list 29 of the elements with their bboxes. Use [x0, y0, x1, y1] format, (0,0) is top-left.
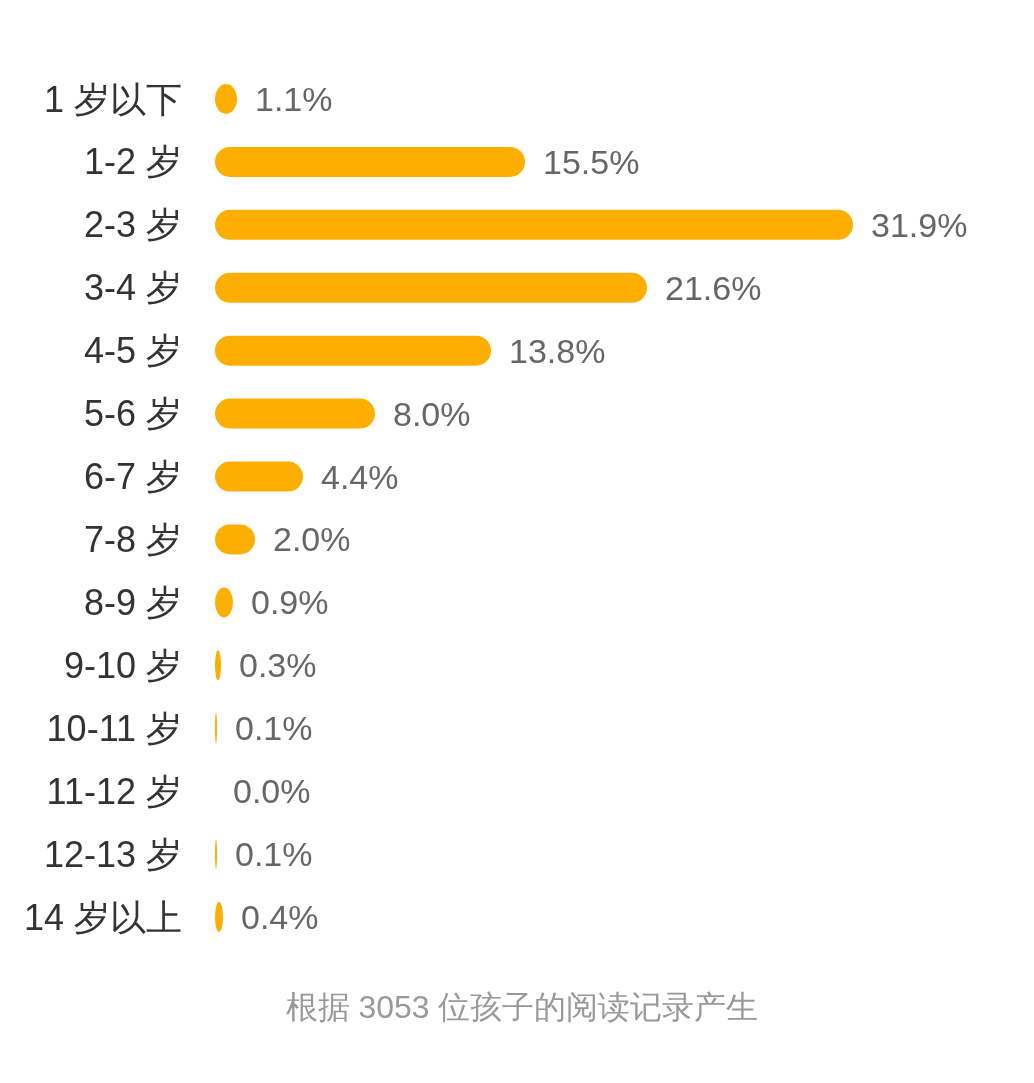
category-label: 7-8 岁 — [83, 518, 182, 560]
category-label: 4-5 岁 — [83, 330, 182, 372]
category-label: 2-3 岁 — [83, 204, 182, 246]
category-label: 8-9 岁 — [83, 581, 182, 623]
data-label: 0.9% — [251, 583, 329, 622]
category-label: 1-2 岁 — [83, 141, 182, 183]
category-label: 14 岁以上 — [23, 896, 182, 938]
category-label: 9-10 岁 — [63, 644, 182, 686]
annotation: 根据 3053 位孩子的阅读记录产生 — [285, 989, 759, 1025]
data-label: 21.6% — [665, 268, 762, 307]
data-label: 8.0% — [393, 394, 471, 433]
category-label: 12-13 岁 — [43, 833, 182, 875]
data-label: 0.0% — [233, 772, 311, 811]
category-label: 10-11 岁 — [46, 707, 182, 749]
category-label: 5-6 岁 — [83, 393, 182, 435]
category-label: 3-4 岁 — [83, 267, 182, 309]
data-label: 0.1% — [235, 709, 313, 748]
category-label: 6-7 岁 — [83, 456, 182, 498]
data-label: 31.9% — [871, 205, 968, 244]
data-label: 15.5% — [543, 142, 640, 181]
data-label: 0.1% — [235, 835, 313, 874]
data-label: 0.3% — [239, 646, 317, 685]
category-label: 1 岁以下 — [43, 78, 182, 120]
data-label: 2.0% — [273, 520, 351, 559]
data-label: 13.8% — [509, 331, 606, 370]
data-label: 4.4% — [321, 457, 399, 496]
category-label: 11-12 岁 — [46, 770, 182, 812]
data-label: 1.1% — [255, 80, 333, 118]
data-label: 0.4% — [241, 898, 319, 936]
